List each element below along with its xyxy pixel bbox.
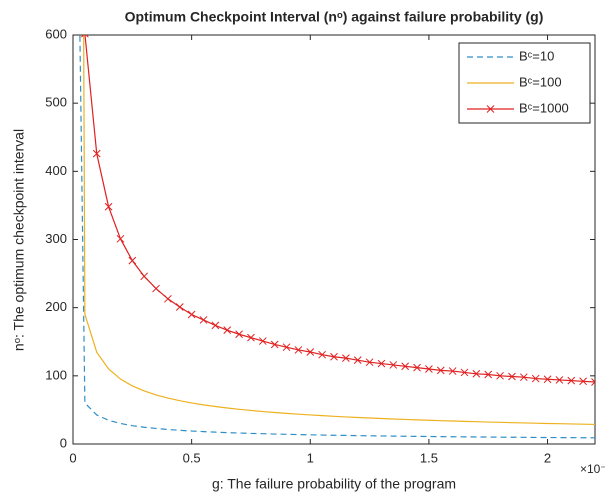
y-axis-label: nᵒ: The optimum checkpoint interval [11, 129, 27, 351]
marker [342, 354, 350, 362]
y-tick-label: 0 [60, 435, 67, 450]
marker [436, 366, 445, 375]
marker [282, 343, 291, 352]
marker [318, 350, 326, 359]
marker [187, 310, 196, 319]
y-tick-label: 600 [45, 26, 67, 41]
marker [460, 368, 469, 377]
x-tick-label: 1.5 [420, 450, 438, 465]
y-tick-label: 100 [45, 367, 67, 382]
x-exponent: ×10⁻⁶ [580, 462, 605, 476]
marker [425, 365, 433, 373]
marker [591, 378, 595, 386]
marker [377, 359, 386, 368]
marker [152, 284, 160, 293]
x-axis-label: g: The failure probability of the progra… [212, 476, 456, 492]
marker [519, 373, 528, 382]
marker [140, 272, 149, 281]
marker [389, 361, 398, 369]
marker [175, 303, 184, 311]
legend-label: Bᶜ=100 [519, 74, 562, 89]
marker [531, 374, 540, 383]
series-line [83, 35, 595, 426]
y-tick-label: 200 [45, 299, 67, 314]
marker [413, 363, 421, 372]
marker [579, 377, 587, 386]
marker [116, 234, 125, 243]
marker [294, 346, 303, 354]
marker [306, 348, 315, 356]
marker [448, 367, 457, 375]
legend-label: Bᶜ=10 [519, 48, 554, 63]
x-tick-label: 0.5 [183, 450, 201, 465]
marker [496, 371, 504, 380]
marker [555, 376, 564, 384]
marker [223, 326, 232, 335]
marker [270, 340, 279, 349]
marker [330, 352, 338, 361]
marker [508, 372, 516, 381]
marker [81, 35, 89, 38]
marker [258, 337, 267, 345]
marker [484, 370, 493, 379]
chart-title: Optimum Checkpoint Interval (nᵒ) against… [125, 9, 544, 25]
legend-marker [486, 105, 495, 113]
marker [235, 330, 243, 339]
y-tick-label: 300 [45, 231, 67, 246]
marker [401, 362, 410, 371]
marker [128, 256, 137, 265]
marker [353, 356, 362, 365]
x-tick-label: 2 [544, 450, 551, 465]
marker [472, 369, 481, 378]
x-tick-label: 0 [69, 450, 76, 465]
marker [567, 376, 576, 385]
legend-label: Bᶜ=1000 [519, 100, 569, 115]
marker [92, 149, 101, 158]
marker [365, 358, 374, 367]
marker [199, 316, 208, 324]
y-tick-label: 500 [45, 95, 67, 110]
marker [247, 333, 255, 342]
y-tick-label: 400 [45, 163, 67, 178]
marker [164, 294, 172, 303]
series-line [79, 35, 595, 439]
marker [543, 375, 552, 384]
plot-layer [79, 35, 595, 439]
marker [104, 202, 113, 211]
x-tick-label: 1 [307, 450, 314, 465]
marker [211, 321, 220, 330]
